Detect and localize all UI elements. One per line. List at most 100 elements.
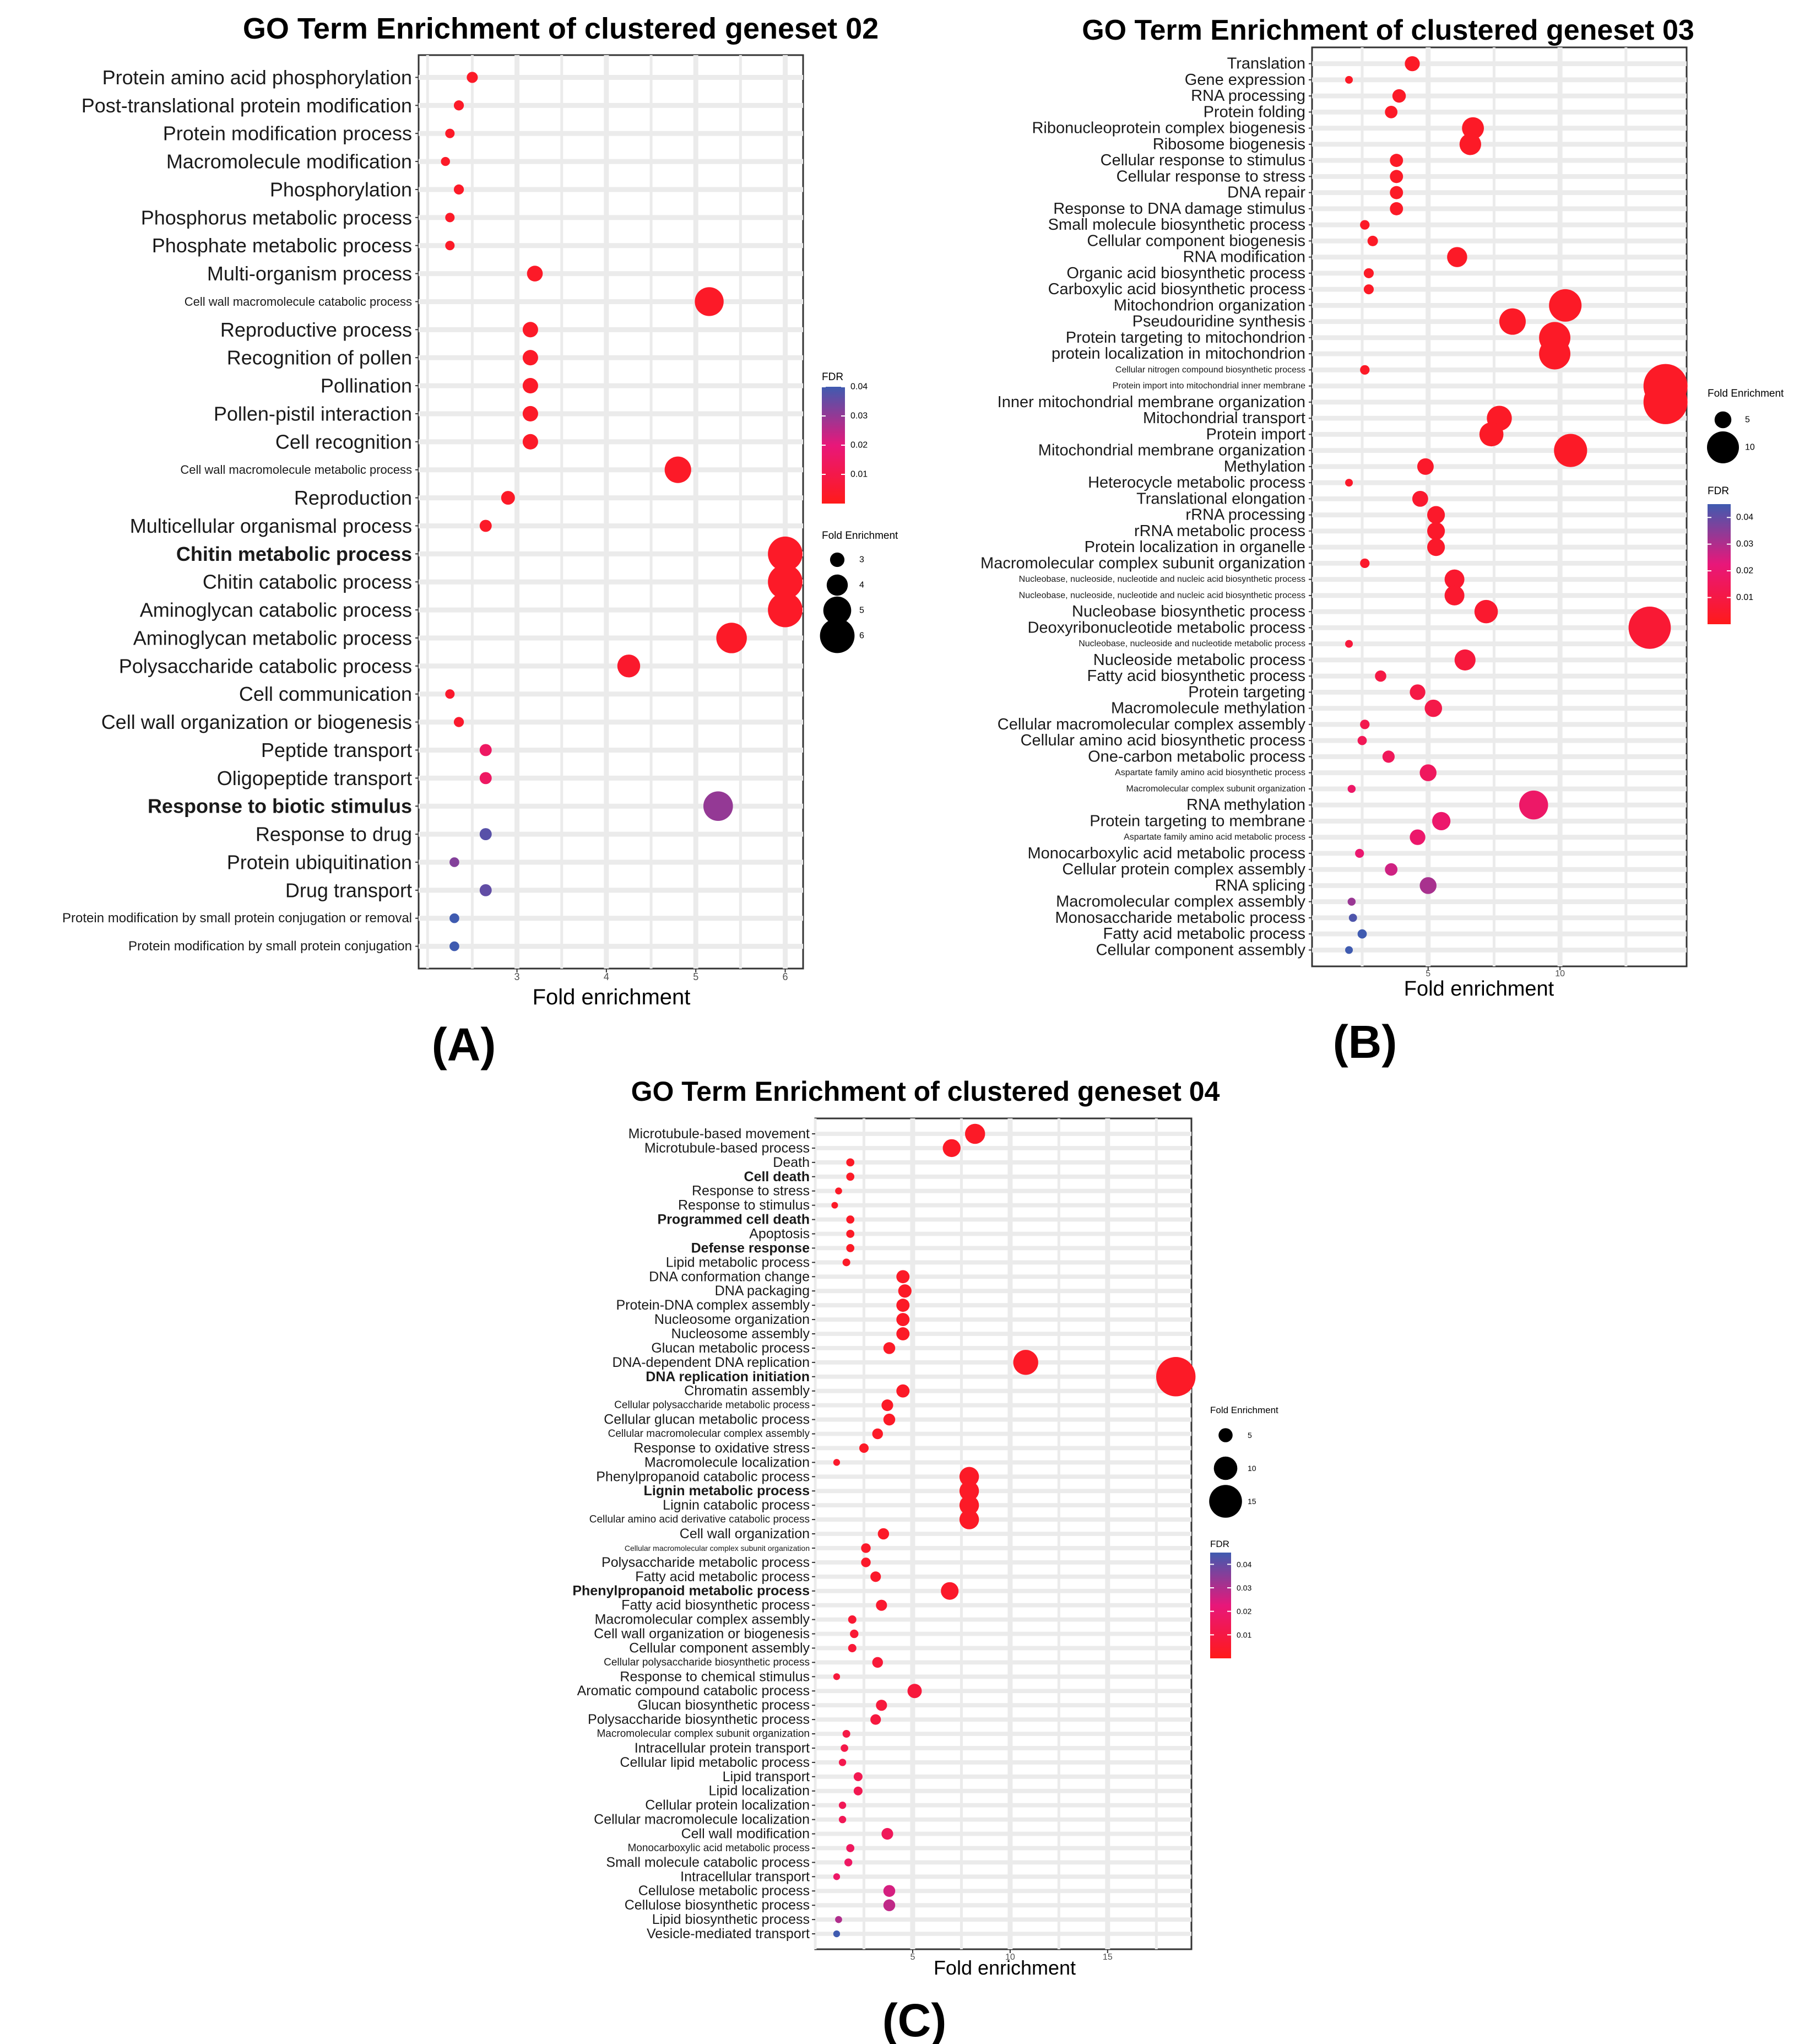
data-point [1447,247,1467,267]
term-label: Phenylpropanoid metabolic process [572,1583,810,1599]
size-legend-dot [1213,1456,1238,1480]
size-legend-title: Fold Enrichment [822,530,898,542]
term-label: Programmed cell death [658,1212,810,1228]
term-label: Cellular amino acid derivative catabolic… [589,1514,810,1526]
term-label: Organic acid biosynthetic process [1066,264,1305,282]
data-point [1363,268,1374,278]
term-label: Mitochondrial transport [1143,409,1305,427]
size-legend-label: 4 [859,581,864,590]
term-label: Nucleobase biosynthetic process [1072,603,1305,620]
term-label: Cellular response to stress [1117,167,1305,185]
size-legend-dot [820,618,855,653]
size-legend-label: 10 [1745,443,1755,452]
term-label: Gene expression [1185,71,1305,89]
data-point [872,1657,883,1668]
panel-a-x-axis-label: Fold enrichment [533,985,691,1009]
term-label: Phosphate metabolic process [152,234,412,257]
term-label: Chitin catabolic process [203,571,412,593]
data-point [842,1258,850,1267]
data-point [853,1772,863,1781]
term-label: Phenylpropanoid catabolic process [596,1469,810,1484]
data-point [1499,308,1526,335]
data-point [883,1342,896,1354]
term-label: Cellular amino acid biosynthetic process [1021,732,1305,749]
term-label: Protein-DNA complex assembly [616,1297,810,1313]
term-label: Cellular glucan metabolic process [604,1412,810,1427]
colorbar-tick-label: 0.01 [850,470,868,479]
data-point [1360,365,1370,375]
term-label: Fatty acid biosynthetic process [1087,667,1305,685]
term-label: rRNA processing [1185,506,1305,524]
term-label: Cellular component assembly [1096,941,1306,959]
data-point [1360,220,1370,230]
data-point [1390,186,1403,199]
term-label: Chromatin assembly [684,1383,810,1399]
data-point [445,241,455,251]
term-label: Cell wall organization or biogenesis [594,1626,810,1642]
term-label: Glucan metabolic process [651,1340,810,1356]
data-point [1444,585,1465,605]
data-point [1417,458,1434,475]
term-label: Pollen-pistil interaction [214,402,412,425]
term-label: Multicellular organismal process [130,515,412,537]
data-point [1355,848,1364,858]
term-label: Cell wall organization or biogenesis [101,711,412,733]
panel-c-x-ticks: 5 10 15 [812,1133,1113,1962]
data-point [959,1467,979,1487]
term-label: Protein modification by small protein co… [128,939,412,954]
data-point [1427,538,1445,556]
term-label: Protein localization in organelle [1085,538,1305,556]
data-point [1347,897,1356,906]
term-label: DNA repair [1227,184,1305,202]
term-label: Peptide transport [261,739,412,761]
panel-a-label: (A) [432,1019,496,1070]
term-label: Protein targeting [1188,683,1305,701]
data-point [441,156,450,166]
data-point [870,1571,881,1582]
x-tick-label: 5 [1426,969,1430,978]
data-point [838,1815,847,1824]
data-point [846,1158,855,1167]
data-point [1363,284,1374,295]
term-label: Mitochondrial membrane organization [1038,442,1305,459]
fdr-legend-title: FDR [822,371,843,383]
data-point [445,689,455,699]
panel-c-x-axis-label: Fold enrichment [934,1956,1076,1979]
term-label: Response to stimulus [678,1198,810,1213]
panel-c-term-labels: Microtubule-based movementMicrotubule-ba… [572,1126,810,1942]
term-label: DNA replication initiation [646,1369,810,1385]
term-label: Reproductive process [220,318,412,341]
data-point [695,287,724,316]
term-label: Ribonucleoprotein complex biogenesis [1032,120,1305,137]
data-point [522,434,538,450]
term-label: Cellular macromolecular complex assembly [998,716,1306,733]
data-point [522,378,538,394]
data-point [838,1801,847,1809]
term-label: Microtubule-based process [644,1140,810,1156]
data-point [846,1230,855,1238]
term-label: Response to stress [692,1183,810,1199]
term-label: Fatty acid biosynthetic process [621,1598,810,1613]
term-label: Cellular polysaccharide metabolic proces… [614,1399,810,1411]
panel-b-plot-area [1311,46,1688,967]
panel-b-x-ticks: 5 10 [1309,63,1565,978]
term-label: Macromolecule methylation [1111,700,1305,717]
colorbar-tick-label: 0.04 [850,382,868,392]
term-label: Cellular lipid metabolic process [620,1755,810,1770]
term-label: Lipid localization [709,1783,810,1799]
size-legend-label: 5 [1745,415,1750,425]
data-point [479,772,492,785]
term-label: Nucleosome organization [654,1312,810,1327]
colorbar-tick-label: 0.03 [1736,539,1753,549]
term-label: Response to oxidative stress [633,1440,810,1456]
term-label: Monocarboxylic acid metabolic process [627,1842,810,1854]
size-legend-label: 5 [859,606,864,615]
term-label: Protein ubiquitination [227,851,412,873]
data-point [883,1899,896,1911]
term-label: RNA methylation [1186,796,1305,814]
data-point [703,791,733,821]
data-point [1419,877,1437,894]
data-point [833,1673,841,1680]
